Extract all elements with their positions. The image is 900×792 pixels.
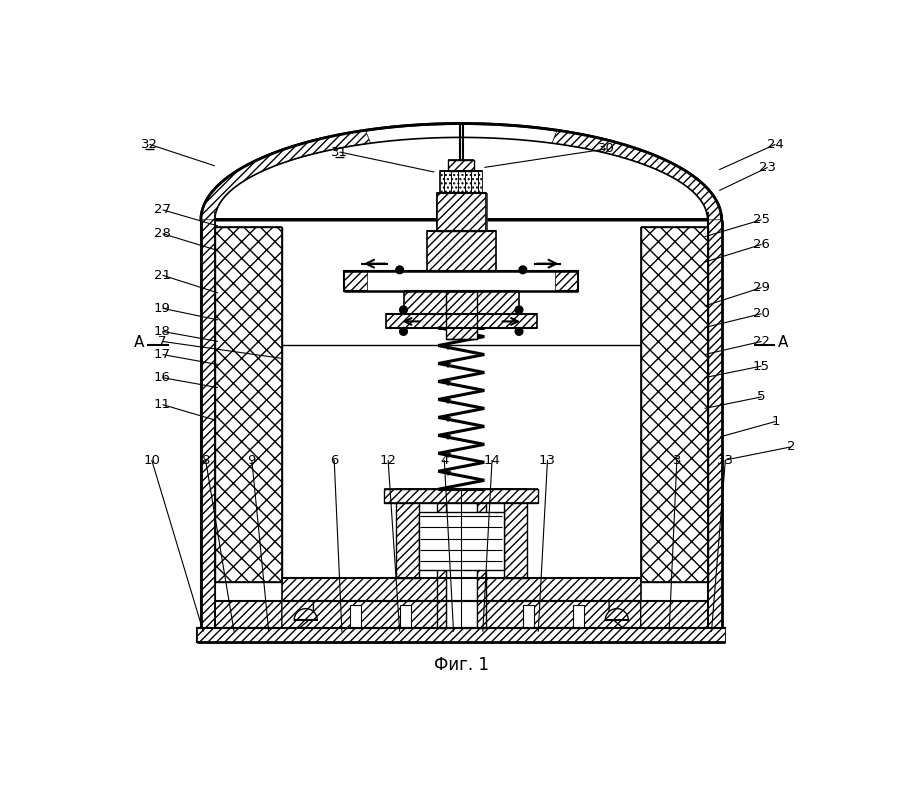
Text: 33: 33 xyxy=(717,454,734,466)
Bar xyxy=(344,272,579,291)
Text: 12: 12 xyxy=(380,454,397,466)
Circle shape xyxy=(515,306,523,314)
Text: 32: 32 xyxy=(141,138,158,150)
Bar xyxy=(215,601,707,628)
Text: 6: 6 xyxy=(330,454,338,466)
Text: 21: 21 xyxy=(154,268,171,282)
Bar xyxy=(707,216,722,628)
Text: 30: 30 xyxy=(598,143,615,155)
Polygon shape xyxy=(294,608,318,620)
Bar xyxy=(448,161,474,171)
Bar xyxy=(215,227,282,581)
Bar xyxy=(201,216,215,628)
Circle shape xyxy=(519,266,526,274)
Text: 8: 8 xyxy=(202,454,210,466)
Text: 13: 13 xyxy=(539,454,556,466)
Bar xyxy=(573,605,584,628)
Text: 26: 26 xyxy=(753,238,770,251)
Bar xyxy=(707,216,722,628)
Text: 5: 5 xyxy=(757,390,766,403)
Text: 11: 11 xyxy=(154,398,171,411)
Text: 19: 19 xyxy=(154,302,171,315)
Bar xyxy=(418,512,504,570)
Bar xyxy=(641,227,707,581)
Bar xyxy=(197,628,725,642)
Text: А: А xyxy=(778,335,788,350)
Bar xyxy=(386,314,536,328)
Polygon shape xyxy=(282,601,313,628)
Bar xyxy=(349,605,361,628)
Text: 7: 7 xyxy=(158,335,166,348)
Bar xyxy=(452,291,471,339)
Text: 3: 3 xyxy=(672,454,681,466)
Bar xyxy=(367,272,555,291)
Circle shape xyxy=(400,306,408,314)
Text: 18: 18 xyxy=(154,325,171,338)
Text: 27: 27 xyxy=(154,204,171,216)
Circle shape xyxy=(396,266,403,274)
Text: 22: 22 xyxy=(753,335,770,348)
Bar xyxy=(446,291,477,339)
Bar xyxy=(400,605,411,628)
Bar xyxy=(504,489,526,578)
Bar xyxy=(436,192,486,231)
Bar xyxy=(396,489,418,578)
Bar xyxy=(201,216,215,628)
Text: 17: 17 xyxy=(154,348,171,361)
Bar xyxy=(427,231,496,272)
Text: 10: 10 xyxy=(143,454,160,466)
Bar xyxy=(436,192,487,272)
Text: 31: 31 xyxy=(331,146,348,158)
Text: 23: 23 xyxy=(760,161,776,174)
Text: 15: 15 xyxy=(753,360,770,372)
Circle shape xyxy=(400,328,408,335)
Text: 14: 14 xyxy=(483,454,500,466)
Text: А: А xyxy=(134,335,145,350)
Text: 29: 29 xyxy=(753,281,770,294)
Bar xyxy=(440,171,482,192)
Bar xyxy=(197,628,725,642)
Bar xyxy=(384,489,538,503)
Bar xyxy=(282,578,641,601)
Text: 16: 16 xyxy=(154,371,171,384)
Text: 9: 9 xyxy=(248,454,256,466)
Circle shape xyxy=(515,328,523,335)
Bar xyxy=(440,171,482,192)
Bar xyxy=(446,489,477,628)
Polygon shape xyxy=(552,131,722,219)
Text: 4: 4 xyxy=(440,454,448,466)
Polygon shape xyxy=(609,601,641,628)
Bar xyxy=(523,605,535,628)
Bar xyxy=(436,489,446,628)
Text: 20: 20 xyxy=(753,307,770,320)
Bar xyxy=(403,291,519,314)
Bar xyxy=(477,489,486,628)
Text: 24: 24 xyxy=(767,138,784,150)
Polygon shape xyxy=(201,131,371,219)
Text: 28: 28 xyxy=(154,227,171,240)
Text: 25: 25 xyxy=(753,213,770,227)
Text: 2: 2 xyxy=(787,440,795,454)
Polygon shape xyxy=(201,124,722,219)
Text: 1: 1 xyxy=(771,415,779,428)
Text: Фиг. 1: Фиг. 1 xyxy=(434,656,489,674)
Polygon shape xyxy=(605,608,628,620)
